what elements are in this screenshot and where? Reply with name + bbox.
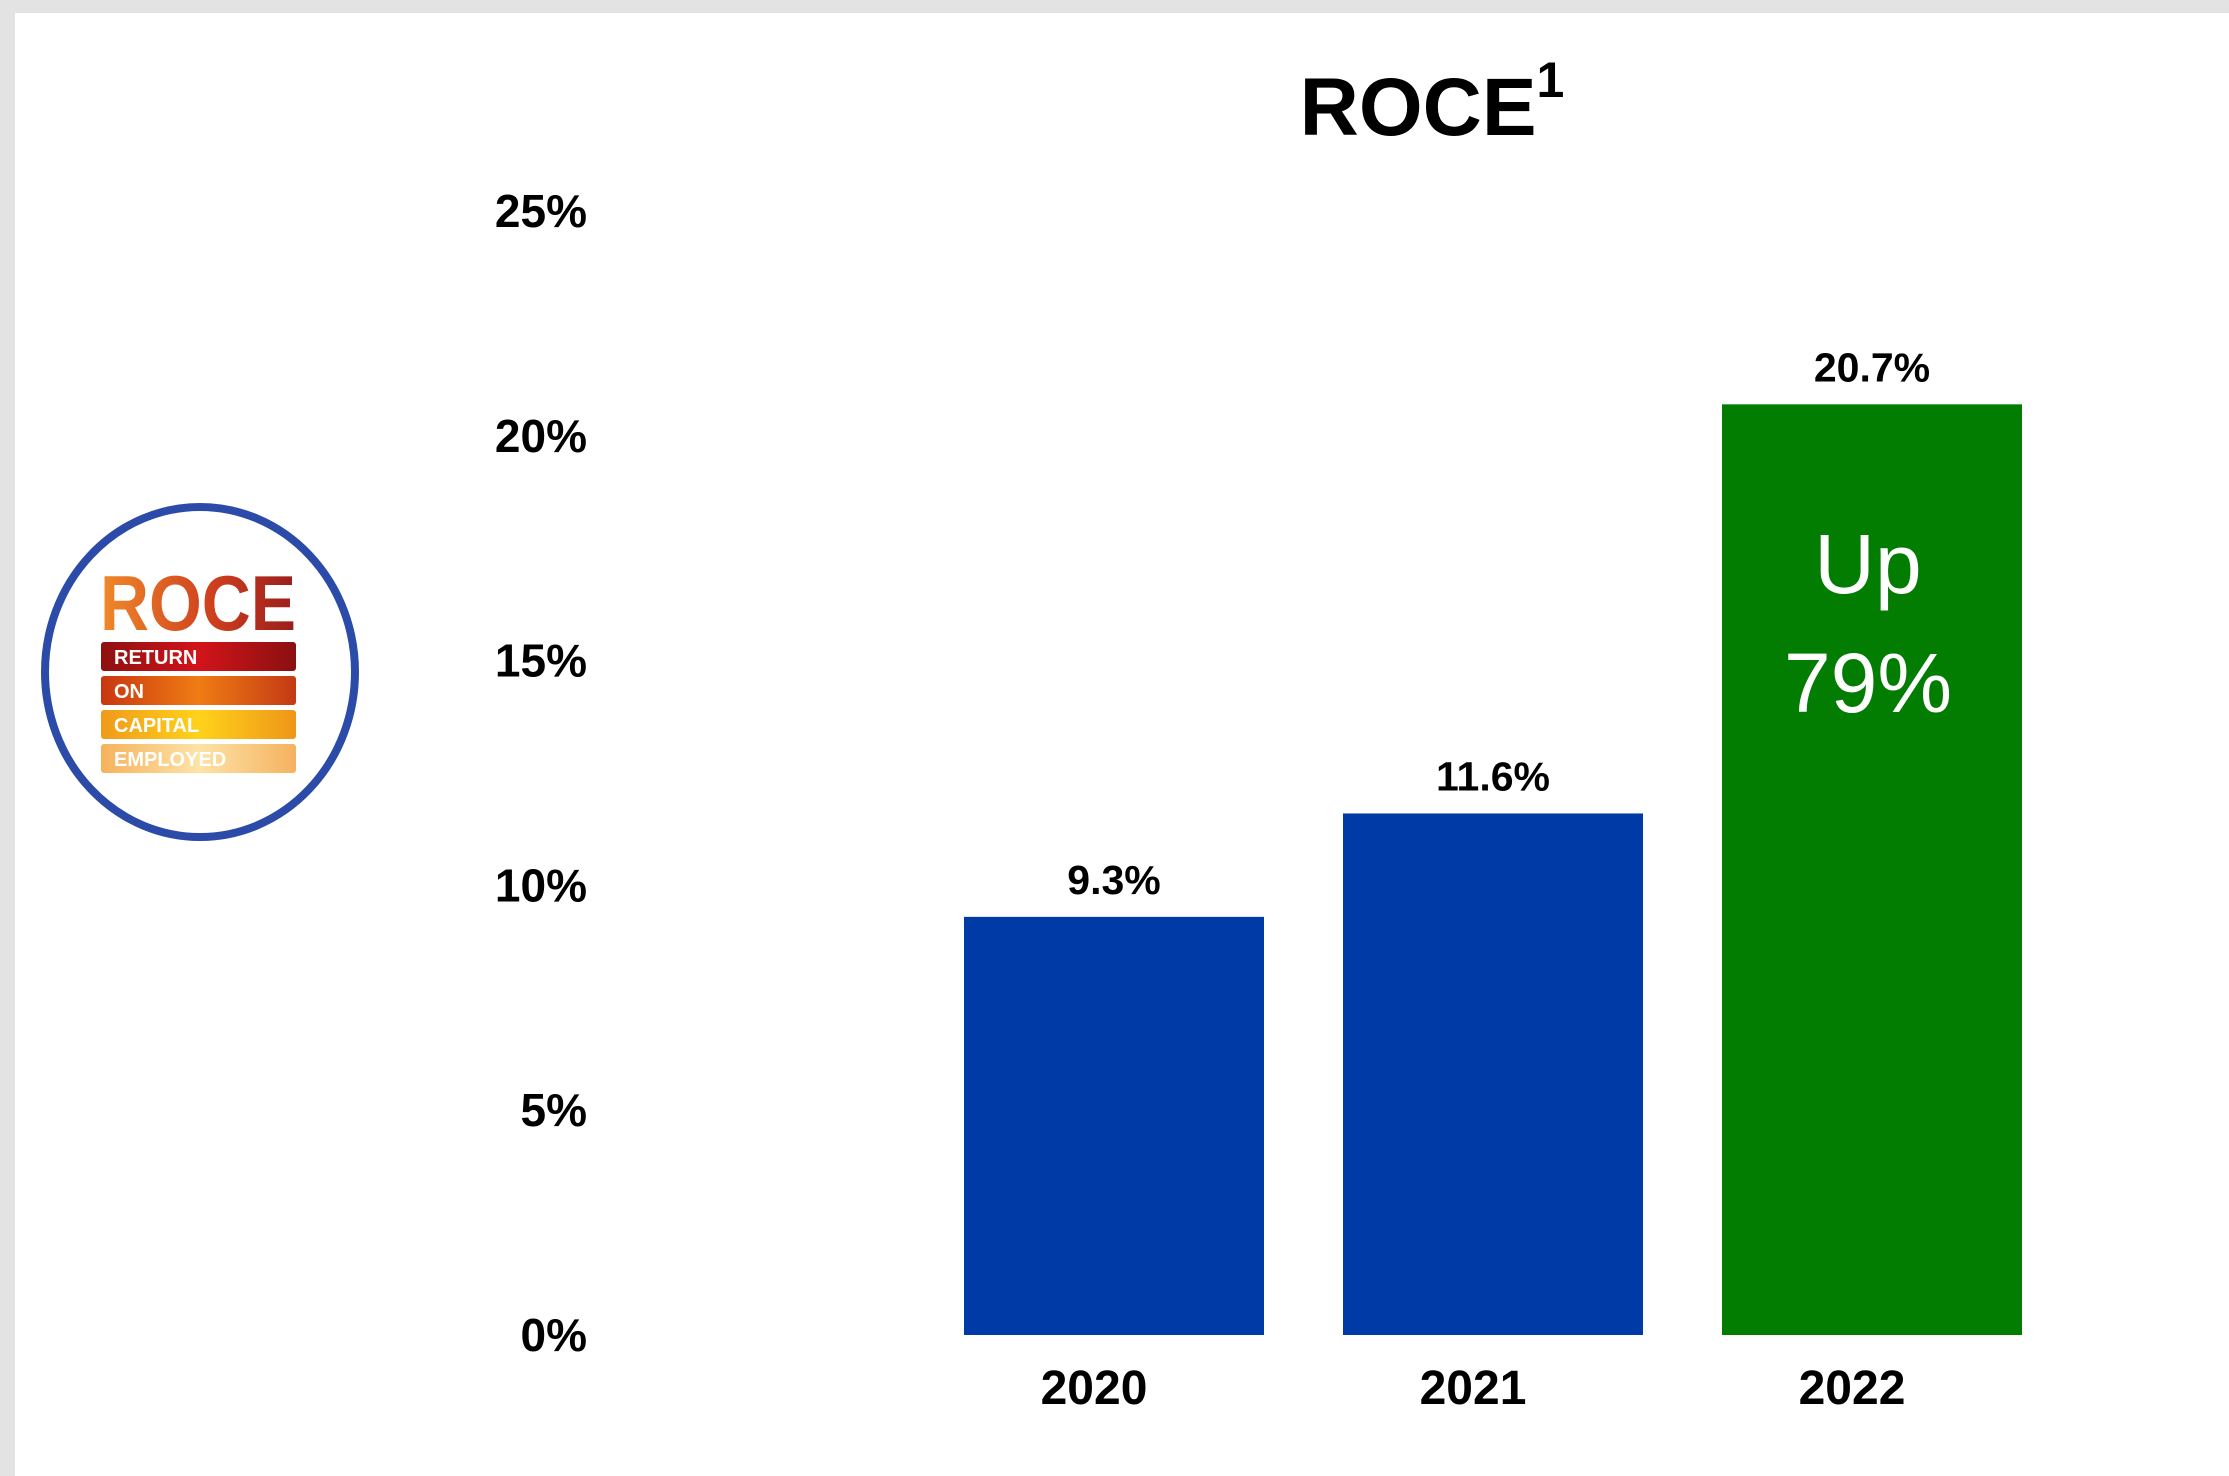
frame-border-left <box>0 0 15 1476</box>
y-tick-label: 5% <box>521 1084 587 1136</box>
chart-title: ROCE1 <box>1300 52 1565 153</box>
x-axis: 2020 2021 2022 <box>1041 1362 1906 1415</box>
badge-line-capital: CAPITAL <box>114 715 199 737</box>
x-tick-label: 2022 <box>1799 1362 1906 1415</box>
badge-band-capital <box>101 710 296 739</box>
x-tick-label: 2021 <box>1420 1362 1527 1415</box>
badge-line-return: RETURN <box>114 647 197 669</box>
y-tick-label: 0% <box>521 1309 587 1361</box>
bar-annotation-line1: Up <box>1814 517 1921 611</box>
badge-band-employed <box>101 744 296 773</box>
badge-band-on <box>101 676 296 705</box>
badge-line-on: ON <box>114 681 144 703</box>
badge-line-employed: EMPLOYED <box>114 749 226 771</box>
data-label-2022: 20.7% <box>1814 344 1930 390</box>
bar-2021 <box>1343 813 1643 1335</box>
bar-2022 <box>1722 404 2022 1335</box>
y-tick-label: 10% <box>495 859 587 911</box>
x-tick-label: 2020 <box>1041 1362 1148 1415</box>
y-tick-label: 20% <box>495 410 587 462</box>
data-label-2020: 9.3% <box>1067 857 1160 903</box>
chart-title-superscript: 1 <box>1537 52 1565 108</box>
y-axis: 0% 5% 10% 15% 20% 25% <box>495 185 587 1361</box>
chart-title-text: ROCE <box>1300 62 1537 153</box>
bar-2020 <box>964 916 1264 1335</box>
bars: 9.3% 11.6% 20.7% Up 79% <box>964 344 2022 1335</box>
frame-border-top <box>0 0 2229 13</box>
roce-logo-badge: ROCE RETURN ON CAPITAL EMPLOYED <box>41 503 359 841</box>
badge-band-return <box>101 642 296 671</box>
data-label-2021: 11.6% <box>1436 753 1550 799</box>
y-tick-label: 25% <box>495 185 587 237</box>
badge-ring <box>41 503 359 841</box>
y-tick-label: 15% <box>495 635 587 687</box>
badge-heading: ROCE <box>100 559 296 647</box>
bar-annotation-line2: 79% <box>1784 636 1952 730</box>
